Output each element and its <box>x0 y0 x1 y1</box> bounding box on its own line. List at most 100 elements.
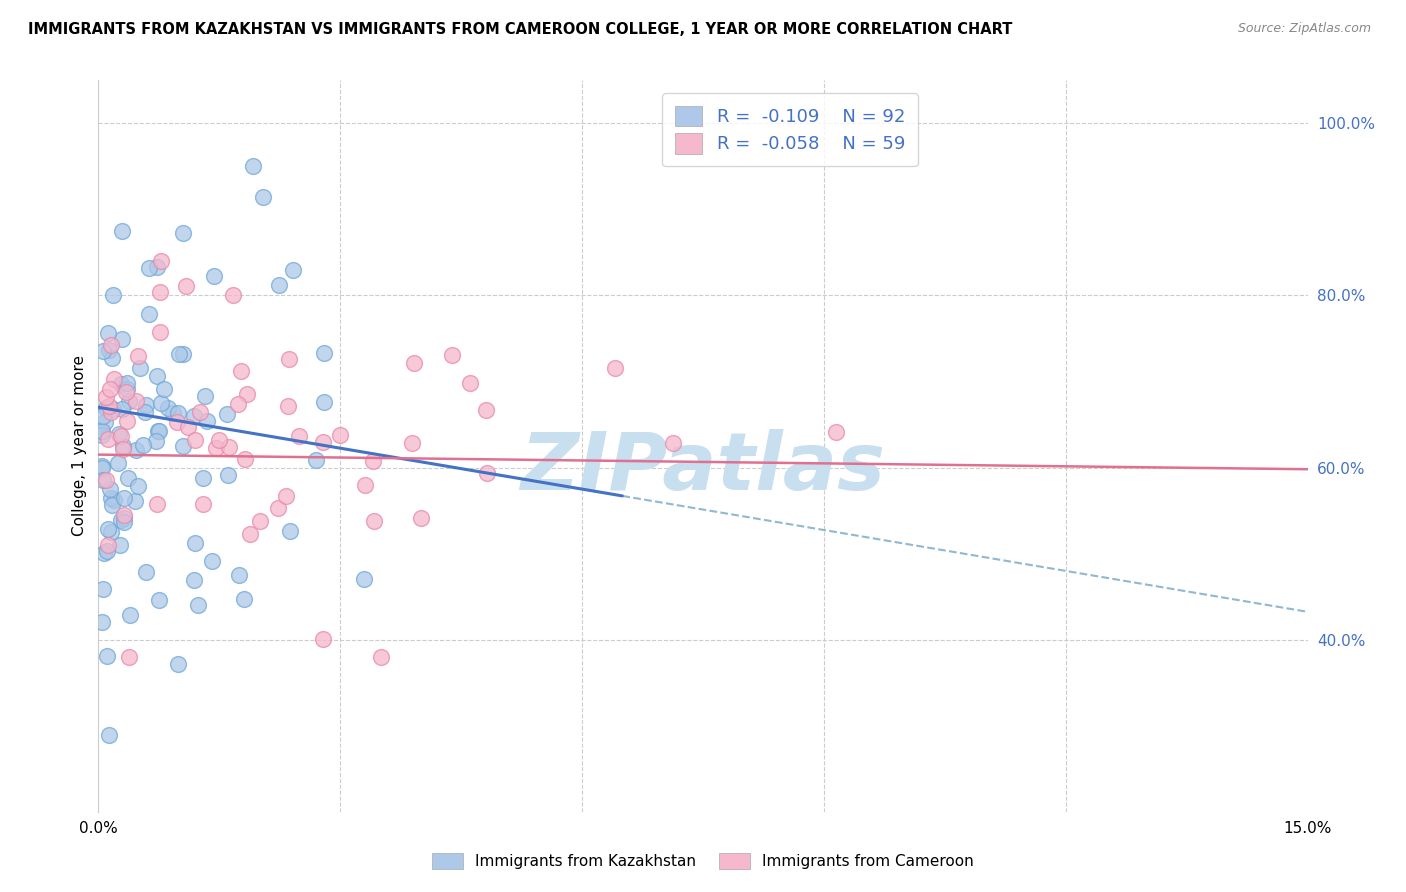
Point <box>312 346 335 360</box>
Point <box>97 432 120 446</box>
Point <box>96 390 118 404</box>
Point <box>233 451 256 466</box>
Point <box>118 649 141 664</box>
Point <box>138 307 160 321</box>
Point <box>232 591 254 606</box>
Point <box>411 510 433 524</box>
Point <box>93 343 115 358</box>
Point <box>217 468 239 483</box>
Point <box>91 459 114 474</box>
Point <box>96 401 118 416</box>
Point <box>91 461 114 475</box>
Point <box>353 477 375 491</box>
Point <box>201 553 224 567</box>
Point <box>269 277 291 292</box>
Point <box>111 401 134 416</box>
Point <box>353 573 375 587</box>
Y-axis label: College, 1 year or more: College, 1 year or more <box>72 356 87 536</box>
Point <box>100 525 122 540</box>
Point <box>96 473 118 487</box>
Point <box>128 361 150 376</box>
Point <box>115 382 138 396</box>
Text: ZIPatlas: ZIPatlas <box>520 429 886 507</box>
Point <box>190 405 212 419</box>
Point <box>363 514 385 528</box>
Point <box>148 593 170 607</box>
Point <box>662 436 685 450</box>
Point <box>100 351 122 365</box>
Point <box>115 376 138 391</box>
Point <box>157 401 180 415</box>
Point <box>314 394 336 409</box>
Point <box>135 566 157 580</box>
Point <box>93 582 115 597</box>
Point <box>236 387 259 401</box>
Point <box>150 396 173 410</box>
Point <box>242 159 264 173</box>
Point <box>120 608 142 623</box>
Point <box>91 615 114 629</box>
Point <box>215 407 238 421</box>
Point <box>281 262 304 277</box>
Point <box>96 543 118 558</box>
Point <box>118 394 141 409</box>
Point <box>202 269 225 284</box>
Point <box>191 471 214 485</box>
Point <box>191 497 214 511</box>
Point <box>177 419 200 434</box>
Point <box>249 514 271 528</box>
Point <box>91 424 114 438</box>
Point <box>187 599 209 613</box>
Point <box>91 409 114 423</box>
Point <box>274 489 297 503</box>
Point <box>194 390 217 404</box>
Point <box>148 424 170 438</box>
Point <box>100 337 122 351</box>
Point <box>94 415 117 429</box>
Point <box>125 393 148 408</box>
Point <box>174 279 197 293</box>
Point <box>98 343 121 357</box>
Point <box>110 377 132 392</box>
Point <box>278 352 301 367</box>
Point <box>361 454 384 468</box>
Point <box>146 425 169 439</box>
Point <box>370 649 392 664</box>
Point <box>125 443 148 458</box>
Point <box>183 433 205 447</box>
Point <box>93 545 115 559</box>
Point <box>172 226 194 240</box>
Point <box>312 435 335 450</box>
Point <box>183 536 205 550</box>
Point <box>91 428 114 442</box>
Point <box>226 397 249 411</box>
Point <box>103 492 125 507</box>
Point <box>329 428 352 442</box>
Point <box>112 442 135 456</box>
Point <box>111 439 134 453</box>
Point <box>134 405 156 419</box>
Point <box>111 224 134 238</box>
Point <box>101 288 124 302</box>
Point <box>100 482 122 496</box>
Point <box>277 400 299 414</box>
Point <box>135 398 157 412</box>
Point <box>127 478 149 492</box>
Point <box>166 406 188 420</box>
Legend: Immigrants from Kazakhstan, Immigrants from Cameroon: Immigrants from Kazakhstan, Immigrants f… <box>426 847 980 875</box>
Point <box>98 728 121 742</box>
Point <box>146 369 169 384</box>
Point <box>825 425 848 440</box>
Point <box>267 500 290 515</box>
Point <box>460 376 482 390</box>
Point <box>112 510 135 524</box>
Point <box>166 657 188 671</box>
Point <box>204 442 226 456</box>
Point <box>239 526 262 541</box>
Point <box>218 440 240 454</box>
Point <box>91 473 114 487</box>
Point <box>146 260 169 274</box>
Point <box>97 538 120 552</box>
Point <box>172 347 194 361</box>
Point <box>153 382 176 396</box>
